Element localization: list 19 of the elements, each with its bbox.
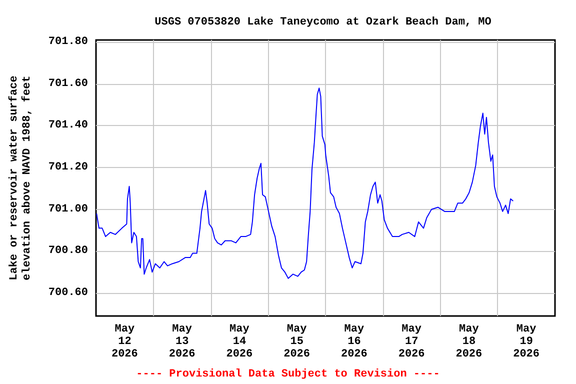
x-tick-label: May 17 2026 (398, 323, 425, 360)
y-tick-label: 700.80 (48, 245, 88, 258)
chart-title: USGS 07053820 Lake Taneycomo at Ozark Beach Dam, MO (154, 16, 492, 28)
y-tick-label: 700.60 (48, 287, 88, 299)
y-tick-label: 701.20 (48, 162, 88, 174)
x-tick-label: May 15 2026 (284, 323, 310, 360)
x-tick-label: May 19 2026 (513, 323, 540, 360)
y-tick-label: 701.40 (48, 120, 88, 132)
x-tick-label: May 14 2026 (226, 323, 253, 360)
x-tick-label: May 13 2026 (168, 323, 196, 360)
y-axis-title: Lake or reservoir water surface elevation above NAVD 1988, feet (8, 75, 34, 280)
x-tick-label: May 16 2026 (340, 323, 368, 360)
y-tick-label: 701.60 (48, 78, 88, 90)
y-tick-label: 701.80 (48, 36, 88, 48)
line-series (96, 88, 514, 279)
y-tick-label: 701.00 (48, 203, 88, 216)
text: ---- Provisional Data Subject to Revision ---- (136, 368, 440, 380)
x-tick-label: May 18 2026 (456, 323, 482, 360)
x-tick-label: May 12 2026 (111, 323, 138, 360)
